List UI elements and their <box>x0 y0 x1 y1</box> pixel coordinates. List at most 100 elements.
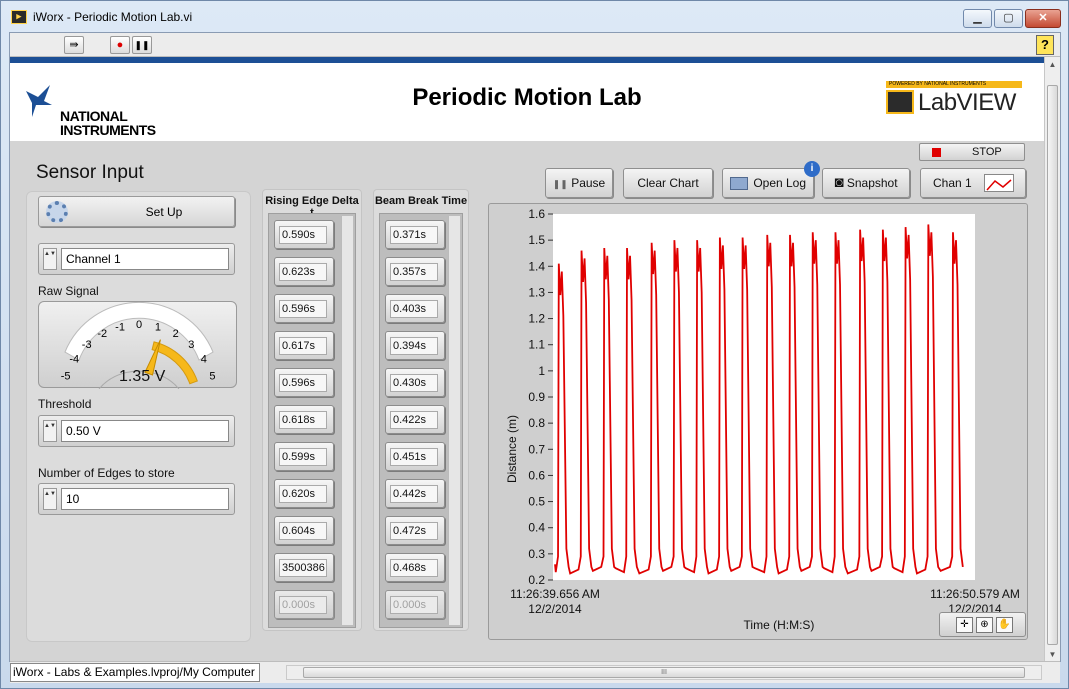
beam-break-value: 0.472s <box>390 522 438 540</box>
beam-break-scrollbar[interactable] <box>448 216 460 625</box>
beam-break-cell[interactable]: 0.394s <box>385 331 445 360</box>
x-end-time: 11:26:50.579 AM <box>930 587 1020 601</box>
rising-edge-value: 0.590s <box>279 226 327 244</box>
rising-edge-cell[interactable]: 0.620s <box>274 479 334 508</box>
open-log-button[interactable]: Open Log i <box>722 161 820 198</box>
beam-break-value: 0.403s <box>390 300 438 318</box>
rising-edge-cell[interactable]: 0.599s <box>274 442 334 471</box>
rising-edge-cell[interactable]: 0.596s <box>274 294 334 323</box>
beam-break-cell[interactable]: 0.468s <box>385 553 445 582</box>
open-log-label: Open Log <box>753 176 807 190</box>
edges-spin-icon[interactable]: ▲▼ <box>43 488 57 510</box>
chart-svg: 0.2 0.3 0.4 0.5 0.6 0.7 0.8 0.9 1 1.1 1.2 1.3 1.4 1.5… <box>528 207 964 587</box>
x-start-date: 12/2/2014 <box>528 602 582 616</box>
gauge-tick-label: -3 <box>82 339 92 351</box>
y-axis: 0.2 0.3 0.4 0.5 0.6 0.7 0.8 0.9 1 1.1 1.2 1.3 1.4 1.5… <box>528 207 553 587</box>
clear-chart-button[interactable]: Clear Chart <box>623 168 713 198</box>
sensor-input-cluster: Set Up ▲▼ Channel 1 Raw Signal -5 -4 -3 -2-… <box>26 191 251 642</box>
maximize-button[interactable]: ▢ <box>994 9 1023 28</box>
rising-edge-value: 0.596s <box>279 300 327 318</box>
y-tick-label: 0.7 <box>528 442 545 456</box>
beam-break-value: 0.422s <box>390 411 438 429</box>
ni-logo-line1: NATIONAL <box>60 108 128 124</box>
beam-break-cell[interactable]: 0.357s <box>385 257 445 286</box>
channel-field[interactable]: Channel 1 <box>61 248 229 270</box>
pause-execution-icon[interactable]: ❚❚ <box>132 36 152 54</box>
horizontal-scroll-thumb[interactable]: III <box>303 667 1025 678</box>
y-tick-label: 0.2 <box>528 573 545 587</box>
rising-edge-value: 0.618s <box>279 411 327 429</box>
threshold-field[interactable]: 0.50 V <box>61 420 229 442</box>
national-instruments-logo: NATIONAL INSTRUMENTS <box>24 85 164 137</box>
threshold-spin-icon[interactable]: ▲▼ <box>43 420 57 442</box>
vertical-scrollbar[interactable]: ▲ ▼ <box>1044 57 1060 663</box>
snapshot-button[interactable]: ◙ Snapshot <box>822 168 910 198</box>
rising-edge-cell[interactable]: 0.623s <box>274 257 334 286</box>
edges-field[interactable]: 10 <box>61 488 229 510</box>
pause-label: Pause <box>571 176 606 190</box>
zoom-tool-icon[interactable]: ⊕ <box>976 617 993 633</box>
setup-button[interactable]: Set Up <box>38 196 235 227</box>
edges-control[interactable]: ▲▼ 10 <box>38 483 235 515</box>
vi-toolbar: ⇛ ● ❚❚ ? <box>10 33 1060 57</box>
rising-edge-cell[interactable]: 0.596s <box>274 368 334 397</box>
gauge-tick-label: 4 <box>201 354 207 366</box>
vertical-scroll-thumb[interactable] <box>1047 85 1058 645</box>
minimize-button[interactable]: ▁ <box>963 9 992 28</box>
y-tick-label: 0.5 <box>528 495 545 509</box>
gauge-tick-label: -2 <box>97 328 107 340</box>
camera-icon: ◙ <box>834 174 844 191</box>
run-continuously-icon[interactable]: ⇛ <box>64 36 84 54</box>
scroll-down-icon[interactable]: ▼ <box>1048 650 1057 659</box>
y-tick-label: 0.9 <box>528 390 545 404</box>
abort-execution-icon[interactable]: ● <box>110 36 130 54</box>
rising-edge-cell[interactable]: 0.618s <box>274 405 334 434</box>
labview-icon <box>886 90 914 114</box>
beam-break-cell[interactable]: 0.430s <box>385 368 445 397</box>
stop-icon <box>932 148 941 157</box>
pause-button[interactable]: ❚❚ Pause <box>545 168 613 198</box>
threshold-control[interactable]: ▲▼ 0.50 V <box>38 415 235 447</box>
context-help-icon[interactable]: ? <box>1036 35 1054 55</box>
labview-logo: POWERED BY NATIONAL INSTRUMENTS LabVIEW <box>886 81 1022 121</box>
gauge-tick-label: 2 <box>173 328 179 340</box>
x-start-time: 11:26:39.656 AM <box>510 587 600 601</box>
beam-break-cell[interactable]: 0.442s <box>385 479 445 508</box>
y-tick-label: 0.4 <box>528 521 545 535</box>
clear-chart-label: Clear Chart <box>637 176 699 190</box>
beam-break-cell[interactable]: 0.472s <box>385 516 445 545</box>
scroll-up-icon[interactable]: ▲ <box>1048 60 1057 69</box>
threshold-label: Threshold <box>38 397 92 411</box>
graph-palette: ✛ ⊕ ✋ <box>939 612 1026 637</box>
beam-break-cell[interactable]: 0.403s <box>385 294 445 323</box>
rising-edge-cell[interactable]: 0.590s <box>274 220 334 249</box>
beam-break-cell[interactable]: 0.422s <box>385 405 445 434</box>
close-button[interactable]: ✕ <box>1025 9 1061 28</box>
beam-break-cell[interactable]: 0.371s <box>385 220 445 249</box>
labview-powered-by: POWERED BY NATIONAL INSTRUMENTS <box>886 81 1022 88</box>
rising-edge-value: 0.617s <box>279 337 327 355</box>
beam-break-cell[interactable]: 0.451s <box>385 442 445 471</box>
cursor-tool-icon[interactable]: ✛ <box>956 617 973 633</box>
beam-break-cell[interactable]: 0.000s <box>385 590 445 619</box>
rising-edge-scrollbar[interactable] <box>341 216 353 625</box>
channel-spin-icon[interactable]: ▲▼ <box>43 248 57 270</box>
stop-button[interactable]: STOP <box>919 143 1025 161</box>
horizontal-scrollbar[interactable]: III <box>286 665 1042 680</box>
pan-tool-icon[interactable]: ✋ <box>996 617 1013 633</box>
project-path: iWorx - Labs & Examples.lvproj/My Comput… <box>10 663 260 682</box>
rising-edge-cell[interactable]: 0.604s <box>274 516 334 545</box>
rising-edge-cell[interactable]: 0.000s <box>274 590 334 619</box>
channel-selector[interactable]: ▲▼ Channel 1 <box>38 243 235 275</box>
edges-label: Number of Edges to store <box>38 466 175 480</box>
y-axis-label: Distance (m) <box>505 415 519 484</box>
gauge-reading: 1.35 V <box>119 368 166 385</box>
x-axis-label: Time (H:M:S) <box>743 618 815 632</box>
rising-edge-cell[interactable]: 3500386 <box>274 553 334 582</box>
gauge-tick-label: 5 <box>209 371 215 383</box>
y-tick-label: 1 <box>538 364 545 378</box>
rising-edge-value: 0.596s <box>279 374 327 392</box>
beam-break-value: 0.000s <box>390 596 438 614</box>
rising-edge-cell[interactable]: 0.617s <box>274 331 334 360</box>
chan-legend[interactable]: Chan 1 <box>920 168 1026 198</box>
